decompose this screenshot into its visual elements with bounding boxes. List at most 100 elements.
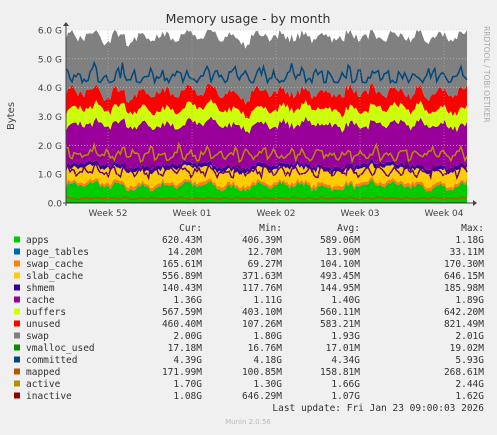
legend-name: slab_cache (26, 271, 83, 282)
legend-value: 406.39M (242, 235, 282, 246)
legend-value: 5.93G (455, 355, 484, 366)
legend-value: 140.43M (162, 283, 202, 294)
legend-value: 104.10M (320, 259, 360, 270)
legend-value: 1.30G (253, 379, 282, 390)
legend-name: inactive (26, 391, 72, 402)
munin-version: Munin 2.0.56 (225, 418, 271, 426)
legend-value: 158.81M (320, 367, 360, 378)
legend-value: 19.02M (450, 343, 485, 354)
last-update: Last update: Fri Jan 23 09:00:03 2026 (272, 403, 484, 414)
legend-header: Min: (259, 223, 282, 234)
legend-value: 1.36G (173, 295, 202, 306)
legend-header: Max: (461, 223, 484, 234)
legend-value: 268.61M (444, 367, 484, 378)
legend-value: 1.11G (253, 295, 282, 306)
legend-value: 16.76M (248, 343, 283, 354)
legend-value: 144.95M (320, 283, 360, 294)
y-axis-label: Bytes (6, 102, 17, 130)
legend-value: 560.11M (320, 307, 360, 318)
legend-value: 1.89G (455, 295, 484, 306)
legend-header: Avg: (337, 223, 360, 234)
legend-value: 170.30M (444, 259, 484, 270)
legend-name: buffers (26, 307, 66, 318)
legend-value: 1.62G (455, 391, 484, 402)
y-tick-label: 3.0 G (38, 113, 62, 123)
legend-name: shmem (26, 283, 55, 294)
y-tick-label: 4.0 G (38, 84, 62, 94)
y-tick-label: 1.0 G (38, 171, 62, 181)
legend-value: 1.08G (173, 391, 202, 402)
legend-name: swap_cache (26, 259, 83, 270)
legend-value: 403.10M (242, 307, 282, 318)
legend-value: 185.98M (444, 283, 484, 294)
legend-swatch (14, 321, 20, 327)
legend-name: cache (26, 295, 55, 306)
legend-value: 620.43M (162, 235, 202, 246)
x-tick-label: Week 52 (89, 209, 128, 219)
legend-value: 107.26M (242, 319, 282, 330)
legend-swatch (14, 369, 20, 375)
legend-swatch (14, 285, 20, 291)
y-tick-label: 5.0 G (38, 55, 62, 65)
legend-value: 17.01M (326, 343, 361, 354)
y-tick-label: 2.0 G (38, 142, 62, 152)
legend-value: 171.99M (162, 367, 202, 378)
legend-value: 2.01G (455, 331, 484, 342)
legend-swatch (14, 249, 20, 255)
legend-swatch (14, 333, 20, 339)
legend-value: 646.29M (242, 391, 282, 402)
legend-value: 2.44G (455, 379, 484, 390)
legend-swatch (14, 273, 20, 279)
legend-swatch (14, 357, 20, 363)
legend-value: 1.93G (331, 331, 360, 342)
legend-value: 1.80G (253, 331, 282, 342)
legend-name: swap (26, 331, 49, 342)
legend-value: 460.40M (162, 319, 202, 330)
legend-value: 1.66G (331, 379, 360, 390)
legend-name: page_tables (26, 247, 89, 258)
legend-value: 4.39G (173, 355, 202, 366)
x-tick-label: Week 04 (425, 209, 464, 219)
legend-value: 642.20M (444, 307, 484, 318)
legend-value: 12.70M (248, 247, 283, 258)
legend-value: 4.18G (253, 355, 282, 366)
legend-value: 821.49M (444, 319, 484, 330)
y-tick-label: 0.0 (48, 200, 63, 210)
legend-name: unused (26, 319, 60, 330)
legend-name: committed (26, 355, 77, 366)
legend-value: 1.40G (331, 295, 360, 306)
legend-name: apps (26, 235, 49, 246)
legend-swatch (14, 237, 20, 243)
legend-value: 371.63M (242, 271, 282, 282)
legend-value: 33.11M (450, 247, 485, 258)
legend-value: 14.20M (168, 247, 203, 258)
legend-value: 567.59M (162, 307, 202, 318)
x-tick-label: Week 01 (173, 209, 212, 219)
legend-swatch (14, 309, 20, 315)
legend-value: 589.06M (320, 235, 360, 246)
legend-swatch (14, 261, 20, 267)
x-tick-label: Week 03 (341, 209, 380, 219)
legend-value: 646.15M (444, 271, 484, 282)
legend-value: 493.45M (320, 271, 360, 282)
x-tick-label: Week 02 (257, 209, 296, 219)
y-tick-label: 6.0 G (38, 27, 62, 37)
chart-title: Memory usage - by month (166, 11, 331, 26)
legend-value: 17.18M (168, 343, 203, 354)
legend-name: vmalloc_used (26, 343, 95, 354)
legend-swatch (14, 297, 20, 303)
rrdtool-credit: RRDTOOL / TOBI OETIKER (482, 26, 491, 123)
legend-value: 165.61M (162, 259, 202, 270)
legend-swatch (14, 381, 20, 387)
legend-value: 556.89M (162, 271, 202, 282)
legend-value: 117.76M (242, 283, 282, 294)
legend-value: 1.18G (455, 235, 484, 246)
legend-value: 69.27M (248, 259, 283, 270)
legend-swatch (14, 345, 20, 351)
legend-name: mapped (26, 367, 60, 378)
legend-swatch (14, 393, 20, 399)
legend-value: 13.90M (326, 247, 361, 258)
legend-value: 1.07G (331, 391, 360, 402)
